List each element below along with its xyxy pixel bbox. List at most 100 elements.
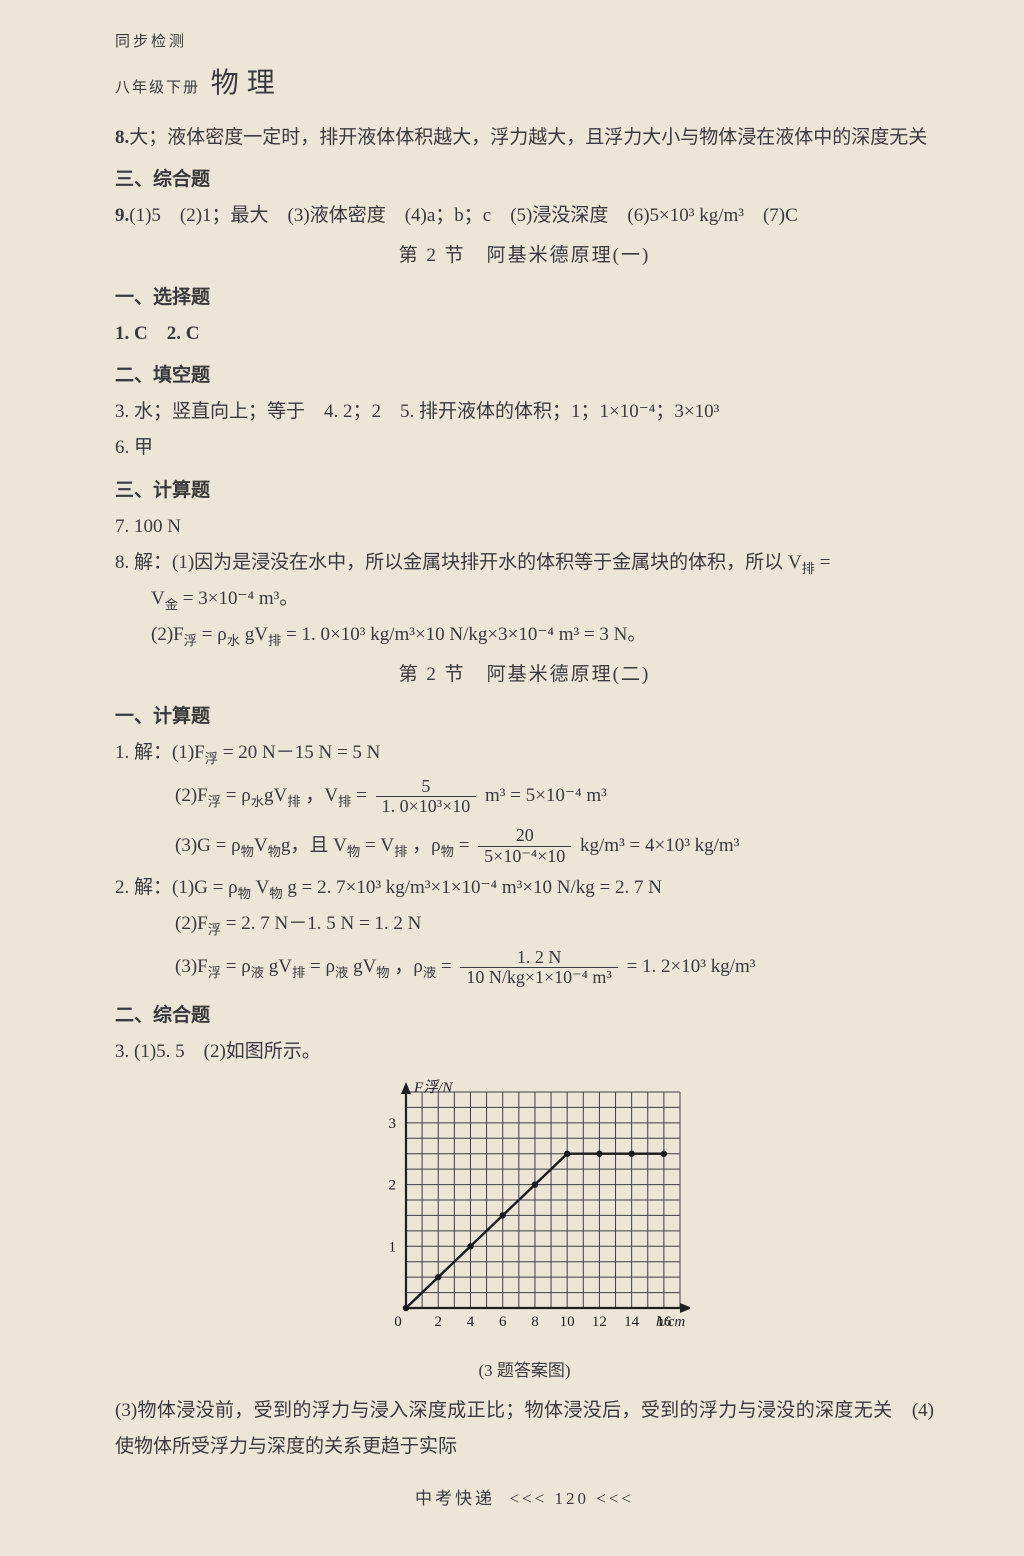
p2-q1-c-s1: 物 [241,843,254,858]
s1-title: 一、选择题 [115,280,934,316]
page: 同步检测 八年级下册 物理 8.大；液体密度一定时，排开液体体积越大，浮力越大，… [0,0,1024,1556]
p2-q1-c: (3)G = ρ物V物g，且 V物 = V排 ，ρ物 = 205×10⁻⁴×10… [115,821,934,870]
p2-q2-c-s3: 排 [292,965,305,980]
p2-q2-a-m: V [251,877,269,898]
p2-s2-title: 二、综合题 [115,998,934,1034]
q9-text: (1)5 (2)1；最大 (3)液体密度 (4)a；b；c (5)浸没深度 (6… [129,205,798,226]
p2-q2-c-s6: 液 [423,965,436,980]
p2-q3-b: (3)物体浸没前，受到的浮力与浸入深度成正比；物体浸没后，受到的浮力与浸没的深度… [115,1393,934,1465]
p2-q2-c-s5: 物 [376,965,389,980]
p2-q1-c-s4: 排 [394,843,407,858]
p2-q1-b-p: (2)F [175,785,208,806]
p2-q2-c-eq: = [436,956,456,977]
s3-q8-a-t: 8. 解：(1)因为是浸没在水中，所以金属块排开水的体积等于金属块的体积，所以 … [115,552,802,573]
p2-q2-c-s4: 液 [335,965,348,980]
p2-q2-c-m2: gV [264,956,292,977]
p2-q2-c-p: (3)F [175,956,208,977]
svg-text:12: 12 [591,1314,606,1330]
s3-q8-c-m2: gV [240,624,268,645]
s3-q8-c: (2)F浮 = ρ水 gV排 = 1. 0×10³ kg/m³×10 N/kg×… [115,617,934,653]
q9-line: 9.(1)5 (2)1；最大 (3)液体密度 (4)a；b；c (5)浸没深度 … [115,198,934,234]
p2-q1-b-eq: = [351,785,371,806]
p2-q1-c-m4: ，ρ [407,835,440,856]
svg-text:F浮/N: F浮/N [413,1079,453,1096]
q8-num: 8. [115,127,129,148]
s3-q8-a: 8. 解：(1)因为是浸没在水中，所以金属块排开水的体积等于金属块的体积，所以 … [115,545,934,581]
s3-q8-b: V金 = 3×10⁻⁴ m³。 [115,581,934,617]
buoyancy-chart: 2468101214161230h/cmF浮/N [360,1078,690,1338]
svg-text:h/cm: h/cm [656,1314,685,1330]
p2-q1-c-den: 5×10⁻⁴×10 [478,847,571,867]
p2-q2-c-m1: = ρ [221,956,251,977]
p2-q2-c-m4: gV [348,956,376,977]
p2-q1-a: 1. 解：(1)F浮 = 20 N－15 N = 5 N [115,735,934,771]
s2-title: 二、填空题 [115,358,934,394]
svg-text:6: 6 [498,1314,506,1330]
s3-q8-b-r: = 3×10⁻⁴ m³。 [178,588,298,609]
p2-q1-b-num: 5 [376,777,477,798]
p2-q1-b-m4: ，V [301,785,338,806]
s3-q8-b-v: V [151,588,165,609]
p2-q2-c: (3)F浮 = ρ液 gV排 = ρ液 gV物 ，ρ液 = 1. 2 N10 N… [115,942,934,991]
sec3-title: 三、综合题 [115,162,934,198]
p2-q2-b-t: (2)F [175,913,208,934]
p2-q1-b-frac: 51. 0×10³×10 [376,777,477,818]
svg-text:2: 2 [434,1314,442,1330]
header-subject: 物理 [211,57,283,110]
chart-caption: (3 题答案图) [115,1355,934,1387]
p2-q1-c-s3: 物 [347,843,360,858]
p2-q1-b: (2)F浮 = ρ水gV排 ，V排 = 51. 0×10³×10 m³ = 5×… [115,771,934,820]
p2-q2-c-m5: ，ρ [390,956,423,977]
s1-q1: 1. C 2. C [115,316,934,352]
svg-text:14: 14 [624,1314,640,1330]
footer-page: <<< 120 <<< [509,1489,634,1508]
p2-q2-a: 2. 解：(1)G = ρ物 V物 g = 2. 7×10³ kg/m³×1×1… [115,870,934,906]
chart-container: 2468101214161230h/cmF浮/N [115,1078,934,1351]
p2-q1-a-t: 1. 解：(1)F [115,742,205,763]
s3-q8-c-s3: 排 [268,633,281,648]
s3-q8-c-s1: 浮 [184,633,197,648]
p2-q2-c-m3: = ρ [305,956,335,977]
s3-q8-a-eq: = [815,552,830,573]
p2-q1-b-m3: gV [264,785,287,806]
s3-q8-c-m1: = ρ [197,624,227,645]
p2-q2-b: (2)F浮 = 2. 7 N－1. 5 N = 1. 2 N [115,906,934,942]
p2-q1-b-s4: 排 [338,794,351,809]
svg-text:3: 3 [388,1116,396,1132]
p2-q1-b-den: 1. 0×10³×10 [376,797,477,817]
svg-text:4: 4 [466,1314,474,1330]
s2-q3: 3. 水；竖直向上；等于 4. 2；2 5. 排开液体的体积；1；1×10⁻⁴；… [115,394,934,430]
s3-q8-c-r: = 1. 0×10³ kg/m³×10 N/kg×3×10⁻⁴ m³ = 3 N… [281,624,646,645]
header-grade: 八年级下册 [115,74,200,103]
p2-q1-c-m3: = V [360,835,394,856]
s3-title: 三、计算题 [115,473,934,509]
p2-q1-b-m1: = ρ [221,785,251,806]
p2-q2-c-s1: 浮 [208,965,221,980]
page-header: 同步检测 八年级下册 物理 [115,28,934,110]
s3-q8-b-s: 金 [165,597,178,612]
svg-text:10: 10 [559,1314,574,1330]
p2-q1-c-s5: 物 [441,843,454,858]
p2-q2-a-t: 2. 解：(1)G = ρ [115,877,238,898]
p2-q3-a: 3. (1)5. 5 (2)如图所示。 [115,1034,934,1070]
s3-q7: 7. 100 N [115,509,934,545]
p2-q1-c-s2: 物 [268,843,281,858]
p2-q2-a-s2: 物 [269,886,282,901]
page-footer: 中考快递 <<< 120 <<< [115,1483,934,1515]
svg-text:2: 2 [388,1177,396,1193]
p2-q1-c-m2: g，且 V [281,835,347,856]
p2-s1-title: 一、计算题 [115,699,934,735]
s2-q6: 6. 甲 [115,430,934,466]
svg-text:0: 0 [394,1314,402,1330]
q9-num: 9. [115,205,129,226]
p2-q2-a-r: g = 2. 7×10³ kg/m³×1×10⁻⁴ m³×10 N/kg = 2… [283,877,662,898]
p2-q2-c-af: = 1. 2×10³ kg/m³ [622,956,756,977]
footer-brand: 中考快递 [415,1489,495,1508]
chapter-2-1: 第 2 节 阿基米德原理(一) [115,238,934,274]
p2-q2-c-s2: 液 [251,965,264,980]
p2-q2-b-r: = 2. 7 N－1. 5 N = 1. 2 N [221,913,421,934]
p2-q1-b-s1: 浮 [208,794,221,809]
svg-text:1: 1 [388,1239,396,1255]
header-line1: 同步检测 [115,28,934,57]
p2-q1-a-s: 浮 [205,751,218,766]
